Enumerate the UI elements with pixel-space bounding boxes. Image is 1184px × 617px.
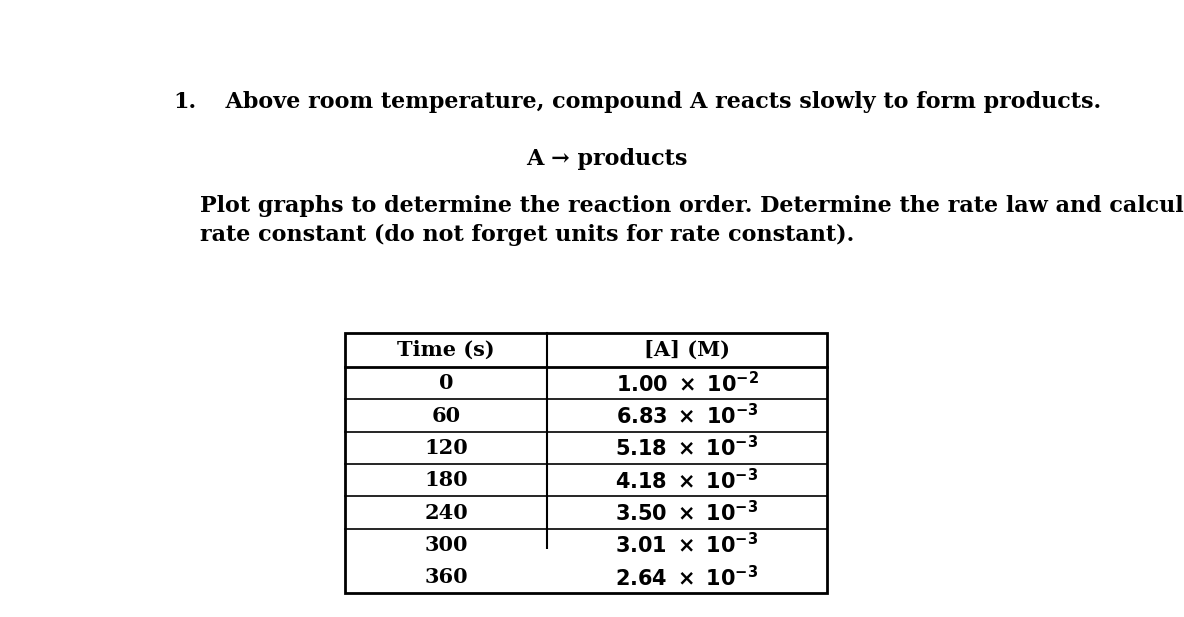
Text: $\mathregular{4.18\ \times\ 10^{-3}}$: $\mathregular{4.18\ \times\ 10^{-3}}$ — [616, 468, 759, 493]
Text: Plot graphs to determine the reaction order. Determine the rate law and calculat: Plot graphs to determine the reaction or… — [200, 195, 1184, 217]
Text: 60: 60 — [432, 405, 461, 426]
Text: 240: 240 — [424, 503, 468, 523]
Text: 180: 180 — [424, 470, 468, 491]
Text: A → products: A → products — [526, 147, 688, 170]
Text: 360: 360 — [424, 567, 468, 587]
Bar — [346, 333, 828, 594]
Text: [A] (M): [A] (M) — [644, 340, 731, 360]
Text: 0: 0 — [439, 373, 453, 393]
Text: $\mathregular{6.83\ \times\ 10^{-3}}$: $\mathregular{6.83\ \times\ 10^{-3}}$ — [616, 403, 759, 428]
Text: Above room temperature, compound A reacts slowly to form products.: Above room temperature, compound A react… — [211, 91, 1101, 113]
Text: $\mathregular{3.01\ \times\ 10^{-3}}$: $\mathregular{3.01\ \times\ 10^{-3}}$ — [616, 532, 759, 557]
Text: rate constant (do not forget units for rate constant).: rate constant (do not forget units for r… — [200, 224, 855, 246]
Text: $\mathregular{2.64\ \times\ 10^{-3}}$: $\mathregular{2.64\ \times\ 10^{-3}}$ — [616, 565, 759, 590]
Text: $\mathregular{5.18\ \times\ 10^{-3}}$: $\mathregular{5.18\ \times\ 10^{-3}}$ — [616, 436, 759, 460]
Text: 300: 300 — [425, 535, 468, 555]
Text: $\mathregular{3.50\ \times\ 10^{-3}}$: $\mathregular{3.50\ \times\ 10^{-3}}$ — [616, 500, 759, 525]
Text: $\mathregular{1.00\ \times\ 10^{-2}}$: $\mathregular{1.00\ \times\ 10^{-2}}$ — [616, 371, 759, 396]
Text: Time (s): Time (s) — [398, 340, 495, 360]
Text: 120: 120 — [424, 438, 468, 458]
Text: 1.: 1. — [174, 91, 197, 113]
